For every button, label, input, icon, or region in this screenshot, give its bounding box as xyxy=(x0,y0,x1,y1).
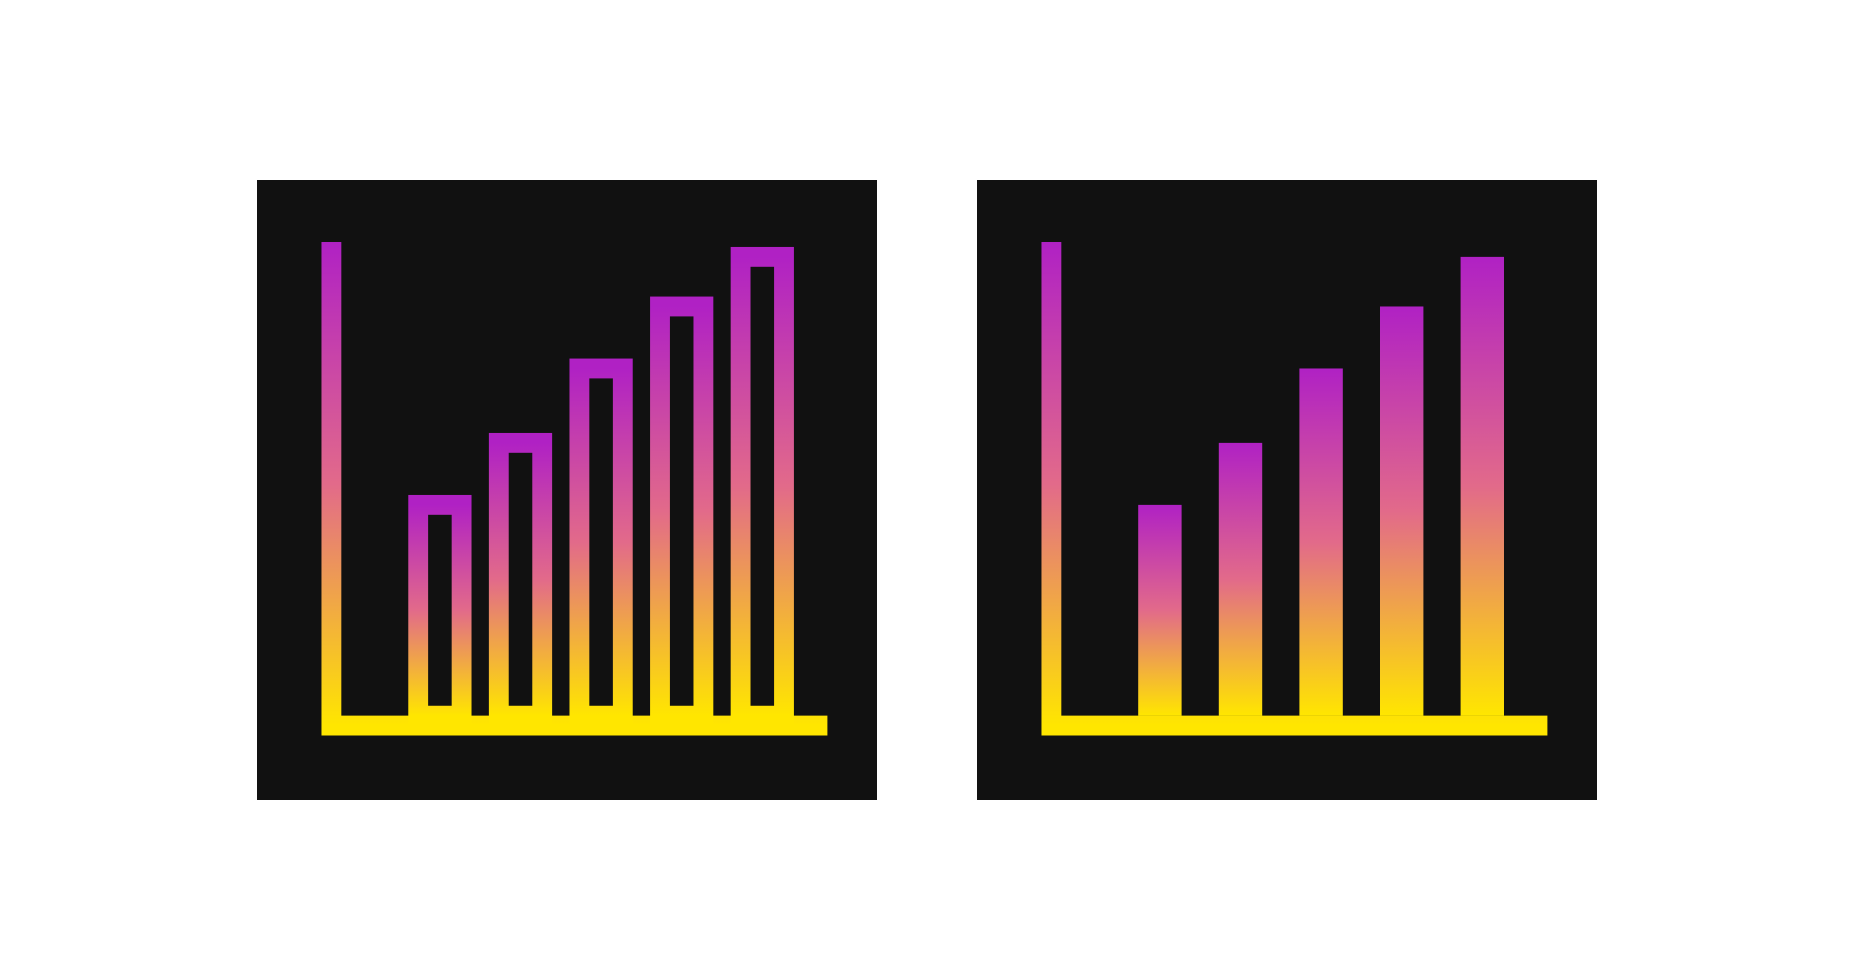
icon-pair xyxy=(257,180,1597,800)
bar-chart-icon-filled-tile xyxy=(977,180,1597,800)
bar-chart-icon-outline xyxy=(257,180,877,800)
bar-chart-icon-filled xyxy=(977,180,1597,800)
bar-chart-icon-outline-tile xyxy=(257,180,877,800)
